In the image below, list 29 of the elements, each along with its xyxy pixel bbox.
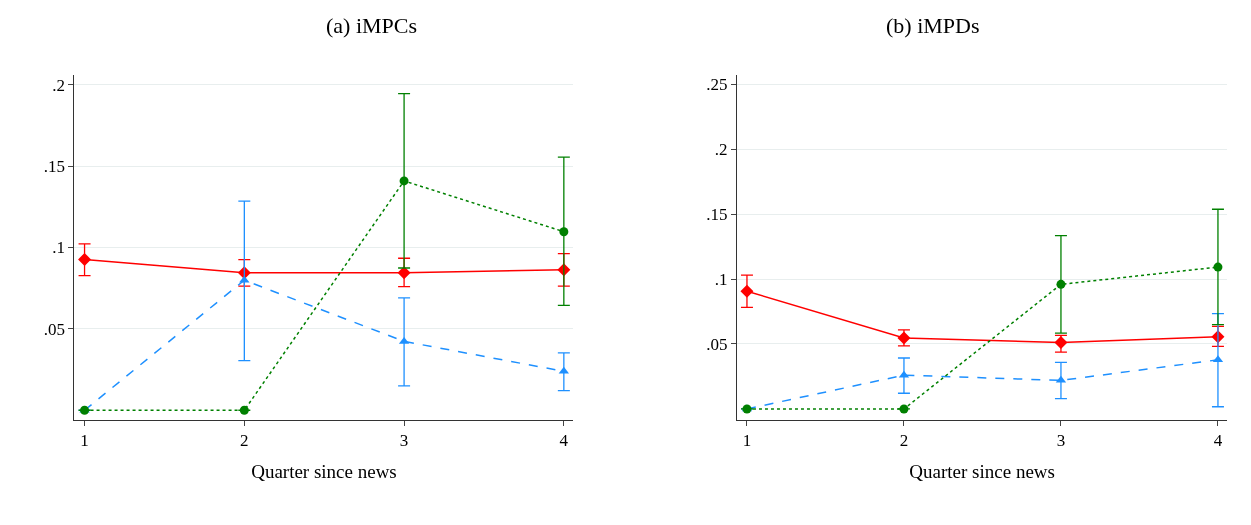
x-tick-label: 3: [1056, 431, 1066, 451]
point: [239, 405, 249, 415]
point: [78, 252, 92, 266]
y-tick-label: .05: [43, 319, 66, 339]
y-tick-label: .15: [43, 157, 66, 177]
x-axis-title: Quarter since news: [909, 461, 1055, 483]
chart-title: (b) iMPDs: [886, 13, 980, 38]
point: [1056, 279, 1066, 289]
y-tick-label: .2: [714, 140, 728, 160]
y-tick-label: .15: [706, 204, 728, 224]
point: [1213, 262, 1223, 272]
point: [740, 284, 754, 298]
x-tick-label: 1: [80, 431, 89, 451]
x-tick-label: 3: [399, 431, 409, 451]
y-tick-label: .05: [706, 334, 728, 354]
y-tick-label: .1: [714, 269, 728, 289]
chart-title: (a) iMPCs: [326, 13, 418, 38]
point: [559, 227, 569, 237]
x-tick-label: 4: [559, 431, 569, 451]
x-tick-label: 1: [742, 431, 752, 451]
point: [899, 404, 909, 414]
x-tick-label: 2: [899, 431, 909, 451]
x-tick-label: 4: [1213, 431, 1223, 451]
point: [399, 176, 409, 186]
y-tick-label: .2: [52, 75, 66, 95]
y-tick-label: .25: [706, 75, 728, 95]
x-tick-label: 2: [240, 431, 249, 451]
x-axis-title: Quarter since news: [251, 461, 397, 483]
y-tick-label: .1: [52, 238, 66, 258]
